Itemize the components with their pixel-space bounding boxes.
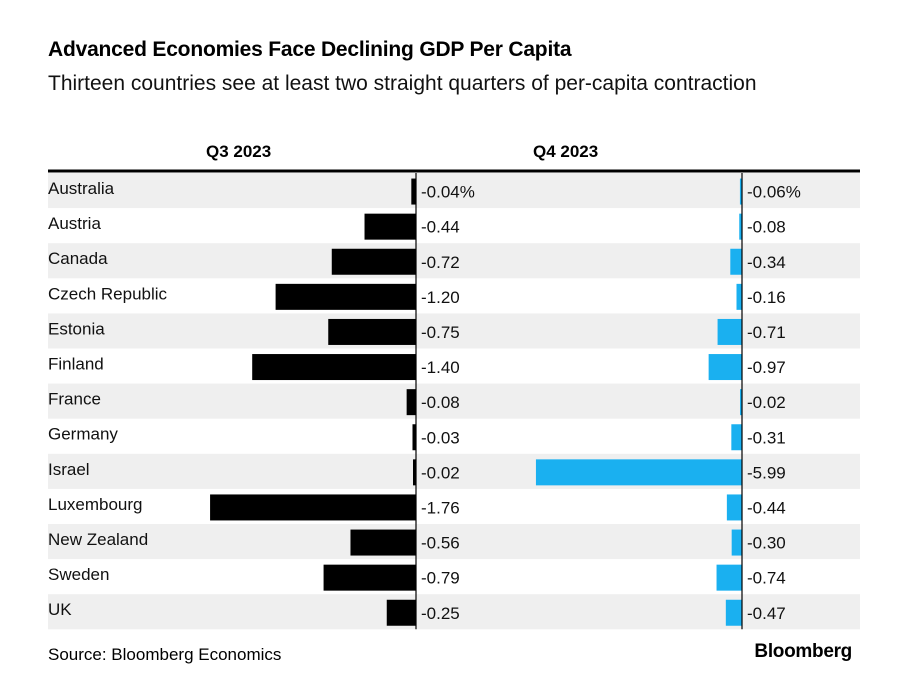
chart-subtitle: Thirteen countries see at least two stra…: [48, 72, 757, 95]
row-stripe: [48, 524, 860, 560]
row-stripe: [48, 173, 860, 209]
q3-value-label-new-zealand: -0.56: [421, 534, 460, 553]
q4-value-label-australia: -0.06%: [747, 183, 801, 202]
q4-value-label-austria: -0.08: [747, 218, 786, 237]
chart-title: Advanced Economies Face Declining GDP Pe…: [48, 38, 572, 61]
category-label-canada: Canada: [48, 249, 108, 268]
row-stripe: [48, 383, 860, 419]
category-label-austria: Austria: [48, 214, 101, 233]
q4-bar-australia: [739, 178, 742, 205]
q4-value-label-sweden: -0.74: [747, 569, 786, 588]
q4-bar-uk: [725, 599, 742, 626]
q4-bar-austria: [739, 213, 742, 240]
q4-bar-estonia: [717, 318, 742, 345]
q3-bar-australia: [411, 178, 416, 205]
q4-bar-czech-republic: [736, 283, 742, 310]
q4-value-label-germany: -0.31: [747, 428, 786, 447]
column-header-q3: Q3 2023: [206, 142, 272, 161]
q4-bar-germany: [731, 424, 742, 451]
category-label-uk: UK: [48, 600, 72, 619]
q3-value-label-finland: -1.40: [421, 358, 460, 377]
q4-value-label-estonia: -0.71: [747, 323, 786, 342]
q3-bar-estonia: [328, 318, 416, 345]
bloomberg-logo: Bloomberg: [754, 641, 852, 662]
q3-bar-finland: [252, 354, 416, 381]
category-label-israel: Israel: [48, 460, 90, 479]
column-header-q4: Q4 2023: [533, 142, 599, 161]
q3-value-label-germany: -0.03: [421, 428, 460, 447]
q4-value-label-new-zealand: -0.30: [747, 534, 786, 553]
q3-value-label-canada: -0.72: [421, 253, 460, 272]
q3-value-label-uk: -0.25: [421, 604, 460, 623]
q4-value-label-israel: -5.99: [747, 463, 786, 482]
category-label-germany: Germany: [48, 425, 118, 444]
q3-bar-austria: [364, 213, 416, 240]
category-label-luxembourg: Luxembourg: [48, 495, 143, 514]
row-stripe: [48, 594, 860, 630]
q4-value-label-uk: -0.47: [747, 604, 786, 623]
q3-bar-czech-republic: [275, 283, 416, 310]
q3-value-label-france: -0.08: [421, 393, 460, 412]
q4-value-label-finland: -0.97: [747, 358, 786, 377]
q3-value-label-austria: -0.44: [421, 218, 460, 237]
header-rule: [48, 169, 860, 173]
q4-bar-luxembourg: [726, 494, 742, 521]
category-label-estonia: Estonia: [48, 319, 105, 338]
q3-bar-israel: [413, 459, 416, 486]
q3-bar-uk: [386, 599, 416, 626]
category-label-czech-republic: Czech Republic: [48, 284, 168, 303]
category-label-australia: Australia: [48, 179, 115, 198]
q4-value-label-czech-republic: -0.16: [747, 288, 786, 307]
q4-value-label-canada: -0.34: [747, 253, 786, 272]
q4-bar-canada: [730, 248, 742, 275]
q3-bar-canada: [331, 248, 416, 275]
q3-value-label-czech-republic: -1.20: [421, 288, 460, 307]
q4-bar-sweden: [716, 564, 742, 591]
q3-value-label-sweden: -0.79: [421, 569, 460, 588]
q4-bar-france: [740, 389, 742, 416]
q4-value-label-luxembourg: -0.44: [747, 498, 786, 517]
q3-bar-sweden: [323, 564, 416, 591]
q3-value-label-australia: -0.04%: [421, 183, 475, 202]
q3-value-label-luxembourg: -1.76: [421, 498, 460, 517]
category-label-france: France: [48, 390, 101, 409]
category-label-sweden: Sweden: [48, 565, 109, 584]
q4-bar-new-zealand: [731, 529, 742, 556]
q4-bar-finland: [708, 354, 742, 381]
q4-bar-israel: [535, 459, 742, 486]
q3-value-label-estonia: -0.75: [421, 323, 460, 342]
q3-value-label-israel: -0.02: [421, 463, 460, 482]
q3-bar-germany: [412, 424, 416, 451]
category-label-new-zealand: New Zealand: [48, 530, 148, 549]
q3-bar-luxembourg: [210, 494, 416, 521]
q4-value-label-france: -0.02: [747, 393, 786, 412]
q3-bar-france: [406, 389, 416, 416]
row-stripe: [48, 243, 860, 279]
source-note: Source: Bloomberg Economics: [48, 645, 282, 664]
q3-bar-new-zealand: [350, 529, 416, 556]
category-label-finland: Finland: [48, 355, 104, 374]
